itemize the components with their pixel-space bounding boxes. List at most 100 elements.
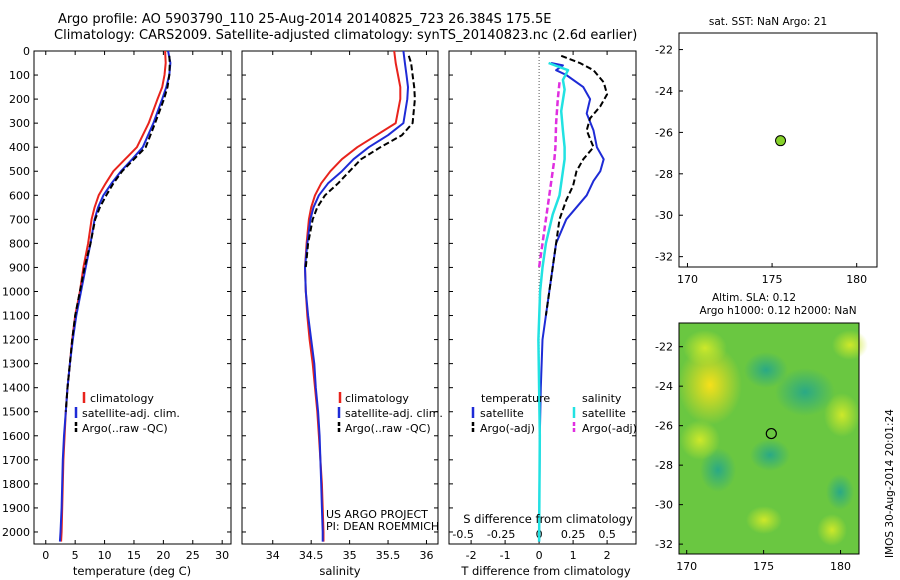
sla-blob: [826, 474, 854, 510]
title-line-2: Climatology: CARS2009. Satellite-adjuste…: [54, 28, 638, 43]
depth-tick-label: 1700: [2, 454, 30, 467]
depth-tick-label: 1900: [2, 502, 30, 515]
sst-map-panel: [678, 32, 878, 268]
legend-label-s-satellite: satellite: [582, 407, 626, 420]
depth-tick-label: 500: [9, 165, 30, 178]
sla-blob: [824, 393, 860, 437]
map-x-tick-label: 175: [753, 560, 774, 573]
x-tick-label: 5: [72, 549, 79, 562]
t-diff-tick-label: 1: [570, 549, 577, 562]
sla-map-title-2: Argo h1000: 0.12 h2000: NaN: [699, 305, 856, 317]
depth-tick-label: 900: [9, 261, 30, 274]
map-y-tick-label: -32: [655, 538, 673, 551]
map-y-tick-label: -24: [655, 380, 673, 393]
series-line-s_argo: [537, 82, 561, 268]
depth-tick-label: 800: [9, 237, 30, 250]
s-diff-tick-label: 0.25: [561, 528, 586, 541]
title-line-1: Argo profile: AO 5903790_110 25-Aug-2014…: [58, 12, 552, 27]
s-diff-tick-label: -0.25: [487, 528, 515, 541]
map-y-tick-label: -26: [655, 420, 673, 433]
sla-blob: [832, 330, 868, 360]
map-y-tick-label: -26: [655, 126, 673, 139]
salinity-xlabel: salinity: [319, 564, 360, 578]
x-tick-label: 25: [186, 549, 200, 562]
depth-tick-label: 1000: [2, 285, 30, 298]
map-y-tick-label: -30: [655, 209, 673, 222]
depth-tick-label: 700: [9, 213, 30, 226]
series-line-argo: [64, 55, 171, 412]
depth-tick-label: 400: [9, 141, 30, 154]
series-line-t_sat: [538, 62, 605, 542]
depth-tick-label: 1400: [2, 382, 30, 395]
sla-blob: [683, 330, 727, 366]
x-tick-label: 30: [215, 549, 229, 562]
s-difference-xlabel: S difference from climatology: [463, 512, 633, 526]
credits-line-2: PI: DEAN ROEMMICH: [326, 520, 439, 533]
sla-blob: [775, 368, 835, 416]
series-group: [537, 54, 609, 542]
temperature-panel: [33, 50, 232, 545]
depth-tick-label: 0: [23, 45, 30, 58]
difference-legend: temperature salinity satellite Argo(-adj…: [471, 392, 637, 435]
depth-tick-label: 1100: [2, 310, 30, 323]
series-line-t_argo: [544, 54, 609, 316]
depth-tick-label: 600: [9, 189, 30, 202]
t-diff-tick-label: 0: [536, 549, 543, 562]
map-y-tick-label: -30: [655, 499, 673, 512]
s-diff-tick-label: 0.5: [598, 528, 616, 541]
map-y-tick-label: -24: [655, 85, 673, 98]
map-y-tick-label: -28: [655, 168, 673, 181]
legend-label-t-satellite: satellite: [480, 407, 524, 420]
float-position-marker: [775, 135, 787, 147]
series-group: [58, 51, 172, 542]
x-tick-label: 0: [42, 549, 49, 562]
float-position-marker: [765, 427, 777, 440]
legend-label-argo: Argo(..raw -QC): [82, 422, 168, 435]
sla-blob: [744, 352, 788, 388]
salinity-legend: climatology satellite-adj. clim. Argo(..…: [337, 392, 443, 435]
sst-map-title: sat. SST: NaN Argo: 21: [709, 16, 827, 28]
sla-blob: [678, 345, 742, 425]
depth-tick-label: 1300: [2, 358, 30, 371]
temperature-xlabel: temperature (deg C): [73, 564, 191, 578]
difference-panel: [448, 50, 637, 545]
sla-map-title-1: Altim. SLA: 0.12: [712, 292, 796, 304]
legend-label-climatology: climatology: [90, 392, 154, 405]
series-line-argo: [304, 55, 416, 268]
sla-blob: [750, 439, 790, 471]
depth-tick-label: 1200: [2, 334, 30, 347]
s-diff-tick-label: -0.5: [452, 528, 473, 541]
legend-label-s-argo: Argo(-adj): [582, 422, 637, 435]
credits-line-1: US ARGO PROJECT: [326, 508, 428, 521]
x-tick-label: 10: [98, 549, 112, 562]
map-y-tick-label: -22: [655, 341, 673, 354]
x-tick-label: 34.5: [299, 549, 324, 562]
map-x-tick-label: 170: [676, 560, 697, 573]
t-difference-xlabel: T difference from climatology: [460, 564, 631, 578]
depth-tick-label: 300: [9, 117, 30, 130]
map-x-tick-label: 180: [830, 560, 851, 573]
sla-blob: [817, 514, 847, 546]
map-x-tick-label: 175: [762, 273, 783, 286]
t-diff-tick-label: -2: [466, 549, 477, 562]
legend-label-satellite: satellite-adj. clim.: [345, 407, 443, 420]
legend-label-climatology: climatology: [345, 392, 409, 405]
temperature-legend: climatology satellite-adj. clim. Argo(..…: [74, 392, 180, 435]
legend-label-argo: Argo(..raw -QC): [345, 422, 431, 435]
sla-blob: [680, 420, 720, 460]
x-tick-label: 15: [127, 549, 141, 562]
x-tick-label: 20: [156, 549, 170, 562]
map-y-tick-label: -22: [655, 44, 673, 57]
depth-tick-label: 1500: [2, 406, 30, 419]
map-y-tick-label: -28: [655, 459, 673, 472]
depth-tick-label: 1600: [2, 430, 30, 443]
depth-tick-label: 2000: [2, 526, 30, 539]
series-line-s_sat: [537, 61, 570, 542]
legend-label-satellite: satellite-adj. clim.: [82, 407, 180, 420]
t-diff-tick-label: 2: [604, 549, 611, 562]
figure-title: Argo profile: AO 5903790_110 25-Aug-2014…: [54, 12, 658, 44]
depth-tick-label: 200: [9, 93, 30, 106]
legend-heading-salinity: salinity: [582, 392, 622, 405]
legend-label-t-argo: Argo(-adj): [480, 422, 535, 435]
timestamp: IMOS 30-Aug-2014 20:01:24: [884, 409, 896, 558]
